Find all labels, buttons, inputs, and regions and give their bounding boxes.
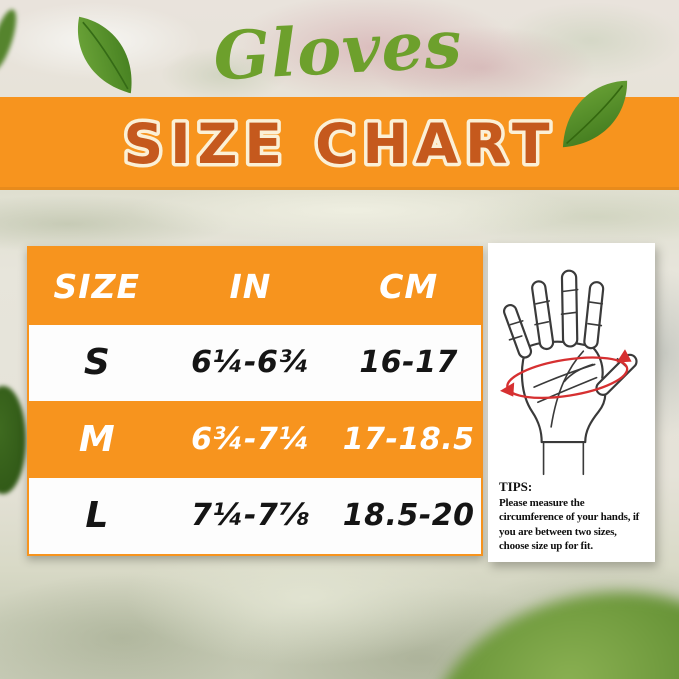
- cell-centimeters: 18.5-20: [342, 498, 475, 534]
- cell-size: L: [85, 495, 109, 537]
- tips-title: TIPS:: [499, 479, 533, 494]
- table-row-s: S 6¼-6¾ 16-17: [29, 324, 481, 401]
- table-row-l: L 7¼-7⅞ 18.5-20: [29, 477, 481, 554]
- leaf-icon-top-right: [525, 44, 664, 185]
- cell-inches: 6¾-7¼: [191, 421, 310, 457]
- hand-panel: TIPS: Please measure the circumference o…: [488, 243, 655, 562]
- script-title: Gloves: [211, 4, 465, 96]
- tips-block: TIPS: Please measure the circumference o…: [488, 479, 655, 561]
- cell-centimeters: 17-18.5: [342, 421, 475, 457]
- column-header-cm: CM: [379, 266, 439, 306]
- size-table: SIZE IN CM S 6¼-6¾ 16-17 M 6¾-7¼ 17-18.5…: [27, 246, 483, 556]
- cell-inches: 7¼-7⅞: [191, 498, 310, 534]
- tips-text: Please measure the circumference of your…: [499, 497, 640, 552]
- leaf-icon-top-left: [39, 0, 171, 131]
- column-header-size: SIZE: [53, 266, 141, 306]
- table-row-m: M 6¾-7¼ 17-18.5: [29, 401, 481, 478]
- column-header-in: IN: [229, 266, 272, 306]
- cell-size: M: [78, 418, 115, 460]
- size-chart-banner: SIZE CHART: [0, 97, 679, 190]
- cell-inches: 6¼-6¾: [191, 345, 310, 381]
- table-header-row: SIZE IN CM: [29, 248, 481, 325]
- cell-centimeters: 16-17: [359, 345, 458, 381]
- banner-title: SIZE CHART: [123, 112, 556, 176]
- cell-size: S: [83, 342, 110, 384]
- hand-circumference-icon: [500, 269, 638, 476]
